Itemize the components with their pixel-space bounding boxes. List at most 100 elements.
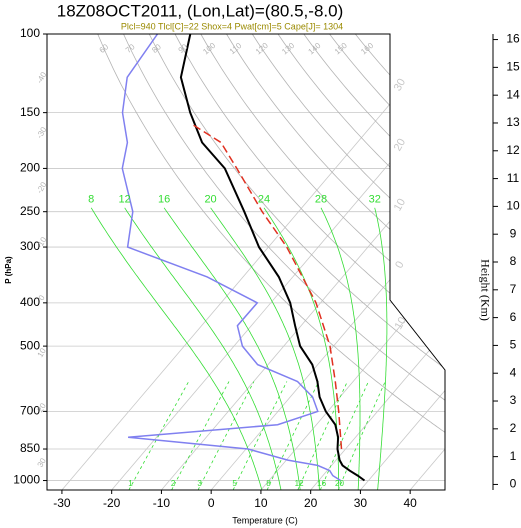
moist-adiabat-label: 28 [315,194,327,206]
mixing-ratio-line [197,381,255,490]
y2-tick-label: 9 [510,226,517,240]
mixing-ratio-line [171,381,230,490]
dry-adiabat [174,34,445,490]
mixing-ratio-label: 20 [335,479,344,488]
mixing-ratio-label: 1 [128,479,133,488]
moist-adiabat-label: 20 [204,194,216,206]
dry-adiabat-label: 70 [124,42,137,55]
dry-adiabat [97,34,445,490]
mixing-ratio-line [266,381,320,490]
y2-tick-label: 4 [510,365,517,379]
y2-tick-label: 7 [510,282,517,296]
dry-adiabat-label: 120 [254,41,270,57]
y-tick-label: 200 [20,161,40,175]
moist-adiabat-label: 24 [258,194,270,206]
dry-adiabat-label: 60 [98,42,111,55]
mixing-ratio-label: 8 [266,479,271,488]
mixing-ratio-label: 2 [171,479,176,488]
isotherm [310,34,445,490]
moist-adiabat [210,207,320,490]
y2-tick-label: 10 [506,199,520,213]
reference-lines [47,34,445,490]
mixing-ratio-label: 12 [295,479,304,488]
isotherm [161,34,445,490]
x-tick-label: 30 [354,496,368,510]
y-axis-label: P (hPa) [4,256,13,284]
y2-tick-label: 8 [510,254,517,268]
right-gray-label: 0 [393,259,406,270]
y2-tick-label: 13 [506,115,520,129]
mixing-ratio-label: 5 [232,479,237,488]
dry-adiabat [226,34,445,490]
dry-adiabat [200,34,445,490]
y-tick-label: 250 [20,204,40,218]
y2-tick-label: 0 [510,477,517,491]
mixing-ratio-line [319,381,369,490]
y2-tick-label: 3 [510,393,517,407]
y2-tick-label: 6 [510,310,517,324]
x-tick-label: -20 [103,496,121,510]
mixing-ratio-line [128,381,190,490]
plot-frame [46,33,446,491]
isotherm [111,34,445,490]
dry-adiabat [148,34,445,490]
y-tick-label: 1000 [13,473,40,487]
moist-adiabat-label: 32 [369,194,381,206]
moist-adiabat-label: 12 [119,194,131,206]
right-gray-label: 30 [392,77,409,94]
chart-title: 18Z08OCT2011, (Lon,Lat)=(80.5,-8.0) [57,1,344,20]
moist-adiabat [90,207,263,490]
dry-adiabat-label: 110 [228,41,244,56]
mixing-ratio-line [337,381,386,490]
mixing-ratio-line [232,381,288,490]
profile-line [121,34,341,482]
y-tick-label: 500 [20,338,40,352]
y2-tick-label: 2 [510,421,517,435]
y-tick-label: 850 [20,441,40,455]
isotherm [61,34,445,490]
mixing-ratio-label: 3 [197,479,202,488]
y-tick-label: 100 [20,26,40,40]
x-tick-label: -30 [53,496,71,510]
profile-line [193,124,343,450]
right-gray-label: 20 [392,137,409,154]
isotherm [260,34,445,490]
isotherm [210,34,445,490]
y2-tick-label: 11 [507,171,520,185]
x-tick-label: 20 [304,496,318,510]
y2-tick-label: 1 [510,449,517,463]
right-gray-label: -10 [391,315,409,335]
y2-tick-label: 14 [506,87,520,101]
y2-axis-label: Height (Km) [478,259,492,321]
x-tick-label: 0 [208,496,215,510]
mixing-ratio-label: 16 [317,479,326,488]
x-tick-label: -10 [153,496,171,510]
moist-adiabat-label: 8 [88,194,94,206]
dry-adiabat-label: 160 [359,41,375,57]
x-axis-label: Temperature (C) [232,515,298,525]
y-tick-label: 150 [20,105,40,119]
dry-adiabat-label: 80 [150,42,163,55]
left-gray-label: 0 [37,293,47,302]
y2-tick-label: 5 [510,338,517,352]
dry-adiabat [123,34,445,490]
x-tick-label: 10 [254,496,268,510]
dry-adiabat-label: 150 [333,41,349,57]
profile-line [179,34,366,482]
isotherm [409,34,445,490]
profiles [121,34,366,482]
y-tick-label: 300 [20,239,40,253]
y-tick-label: 400 [20,295,40,309]
moist-adiabat-label: 16 [158,194,170,206]
right-gray-label: 10 [392,197,409,214]
dry-adiabat-label: 140 [306,41,322,57]
moist-adiabat [320,207,361,490]
dry-adiabat-label: 100 [201,41,217,57]
isotherm [360,34,445,490]
y2-tick-label: 16 [506,32,520,46]
left-gray-label: 30 [36,456,49,469]
y-tick-label: 700 [20,404,40,418]
moist-adiabat [374,207,388,490]
